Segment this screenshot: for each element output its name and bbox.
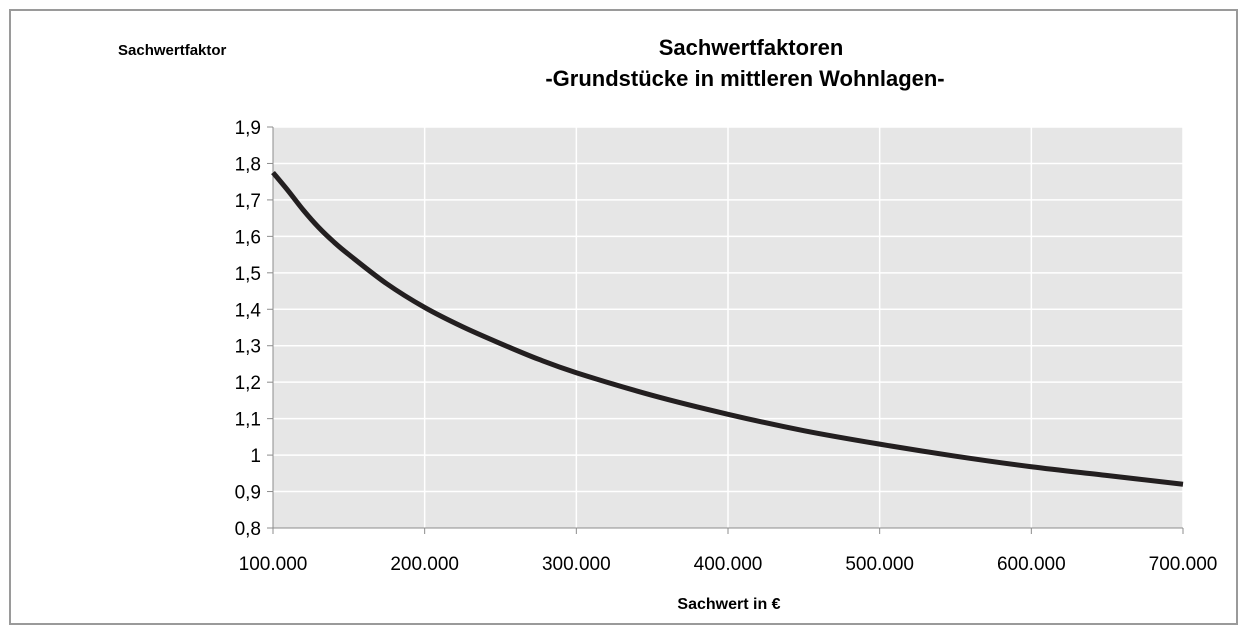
chart-title-line-2: -Grundstücke in mittleren Wohnlagen- <box>545 66 944 91</box>
chart-title-line-1: Sachwertfaktoren <box>659 35 844 60</box>
axes <box>267 126 1184 534</box>
y-tick-label: 0,9 <box>235 483 261 504</box>
y-tick-label: 1,4 <box>235 300 262 321</box>
x-tick-label: 700.000 <box>1149 554 1218 575</box>
x-tick-label: 500.000 <box>845 554 914 575</box>
y-axis-label: Sachwertfaktor <box>118 42 227 59</box>
y-tick-label: 1,5 <box>235 264 261 285</box>
y-tick-labels: 0,8 0,9 1 1,1 1,2 1,3 1,4 1,5 1,6 1,7 1,8 1,9 <box>235 118 262 540</box>
x-tick-label: 200.000 <box>390 554 459 575</box>
x-tick-labels: 100.000 200.000 300.000 400.000 500.000 600.0… <box>239 554 1218 575</box>
y-tick-label: 1,6 <box>235 227 261 248</box>
y-tick-label: 1,1 <box>235 410 261 431</box>
y-tick-label: 1,8 <box>235 154 261 175</box>
x-axis-label: Sachwert in € <box>677 596 780 613</box>
y-tick-label: 1,3 <box>235 337 261 358</box>
x-tick-label: 300.000 <box>542 554 611 575</box>
y-tick-label: 0,8 <box>235 519 261 540</box>
series-line <box>271 170 1184 487</box>
y-tick-label: 1 <box>250 446 261 467</box>
x-tick-label: 100.000 <box>239 554 308 575</box>
x-tick-label: 600.000 <box>997 554 1066 575</box>
y-tick-label: 1,2 <box>235 373 261 394</box>
x-tick-label: 400.000 <box>694 554 763 575</box>
y-tick-label: 1,7 <box>235 191 261 212</box>
y-tick-label: 1,9 <box>235 118 261 139</box>
